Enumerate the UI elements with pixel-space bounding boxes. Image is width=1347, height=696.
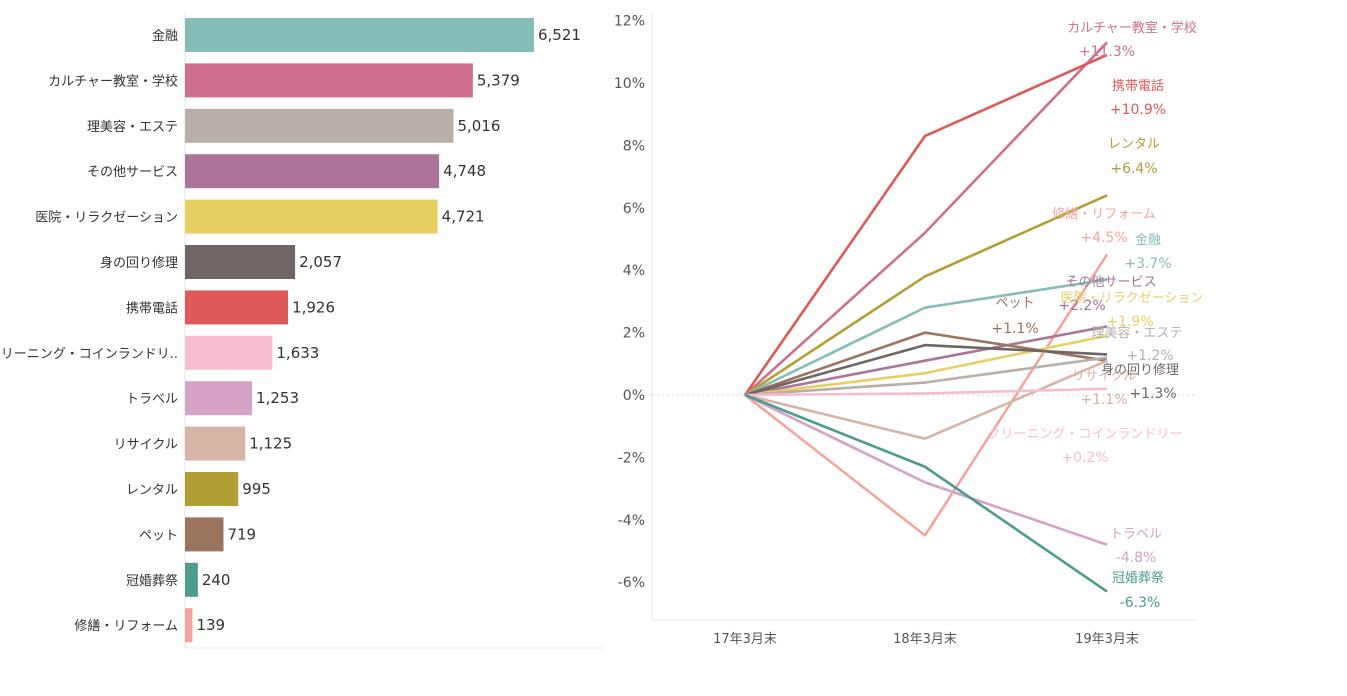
series-name-label: トラベル: [1110, 527, 1162, 542]
bar-value-label: 6,521: [538, 26, 581, 44]
y-tick-label: 6%: [623, 201, 645, 217]
y-tick-label: 2%: [623, 326, 645, 342]
bar-1: [185, 63, 473, 98]
bar-value-label: 995: [242, 480, 271, 498]
bar-8: [185, 381, 253, 416]
series-line-13: [744, 393, 1108, 593]
series-value-label: +2.2%: [1058, 298, 1105, 314]
y-tick-label: 10%: [614, 76, 645, 92]
y-tick-label: 12%: [614, 14, 645, 30]
bar-3: [185, 154, 440, 189]
y-tick-label: -4%: [618, 513, 645, 529]
bar-category-label: リサイクル: [114, 438, 178, 453]
bar-value-label: 1,926: [292, 298, 335, 316]
bar-value-label: 5,379: [477, 71, 520, 89]
bar-0: [185, 18, 534, 52]
x-tick-label: 19年3月末: [1075, 632, 1139, 647]
y-tick-label: -6%: [618, 575, 645, 591]
bar-category-label: ペット: [139, 528, 178, 543]
series-line-11: [744, 387, 1108, 397]
bar-value-label: 1,125: [249, 435, 292, 453]
series-name-label: 身の回り修理: [1101, 362, 1179, 378]
bar-7: [185, 335, 273, 370]
series-name-label: 冠婚葬祭: [1112, 571, 1164, 586]
series-line-9: [744, 343, 1108, 397]
series-line-4: [744, 278, 1108, 397]
bar-category-label: クリーニング・コインランドリ..: [0, 347, 178, 362]
bar-12: [185, 562, 198, 597]
series-name-label: カルチャー教室・学校: [1067, 20, 1197, 36]
series-value-label: +1.1%: [991, 321, 1038, 337]
bar-value-label: 4,748: [443, 162, 486, 180]
bar-category-label: 冠婚葬祭: [126, 574, 178, 589]
bar-value-label: 1,633: [276, 344, 319, 362]
bar-category-label: 身の回り修理: [100, 255, 178, 271]
bar-11: [185, 517, 224, 552]
bar-category-label: 理美容・エステ: [87, 119, 178, 135]
series-line-10: [744, 359, 1108, 440]
series-line-0: [744, 41, 1108, 396]
line-chart: -6% -4% -2% 0% 2% 4% 6% 8% 10% 12% 17年3月末 18年3月末 19年…: [614, 12, 1204, 647]
bar-5: [185, 245, 296, 279]
series-name-label: リサイクル: [1072, 369, 1136, 384]
bar-category-label: 修繕・リフォーム: [74, 618, 178, 634]
series-line-5: [744, 325, 1108, 397]
series-value-label: -4.8%: [1116, 550, 1157, 566]
y-tick-label: 0%: [623, 388, 645, 404]
bar-value-label: 1,253: [256, 389, 299, 407]
series-value-label: +1.2%: [1126, 348, 1173, 364]
series-value-label: +3.7%: [1124, 256, 1171, 272]
bar-value-label: 240: [202, 571, 231, 589]
bar-9: [185, 426, 246, 461]
bar-2: [185, 108, 454, 143]
series-value-label: +10.9%: [1110, 102, 1166, 118]
bar-value-label: 719: [227, 525, 256, 543]
bar-category-label: レンタル: [126, 483, 178, 498]
series-name-label: クリーニング・コインランドリー: [987, 427, 1182, 442]
bar-value-label: 139: [196, 616, 225, 634]
series-value-label: +1.1%: [1080, 392, 1127, 408]
series-line-12: [744, 393, 1108, 546]
bar-value-label: 5,016: [457, 117, 500, 135]
series-value-label: +1.9%: [1106, 314, 1153, 330]
bar-category-label: 医院・リラクゼーション: [35, 211, 178, 226]
bar-chart: 金融 6,521 カルチャー教室・学校 5,379 理美容・エステ 5,016 その他サービ…: [0, 12, 605, 649]
series-value-label: -6.3%: [1120, 595, 1161, 611]
series-line-2: [744, 194, 1108, 397]
series-name-label: 理美容・エステ: [1091, 325, 1182, 341]
series-name-label: その他サービス: [1065, 275, 1156, 290]
series-name-label: レンタル: [1108, 137, 1160, 152]
bar-category-label: 携帯電話: [126, 300, 178, 316]
bar-10: [185, 472, 239, 506]
bar-category-label: 金融: [152, 28, 178, 44]
y-tick-label: 8%: [623, 138, 645, 154]
y-tick-label: 4%: [623, 263, 645, 279]
bar-value-label: 2,057: [299, 253, 342, 271]
x-tick-label: 18年3月末: [893, 632, 957, 647]
series-value-label: +4.5%: [1080, 230, 1127, 246]
series-name-label: 医院・リラクゼーション: [1061, 291, 1204, 306]
y-tick-label: -2%: [618, 450, 645, 466]
series-line-1: [743, 53, 1108, 396]
series-value-label: +1.3%: [1129, 386, 1176, 402]
series-name-label: 金融: [1135, 232, 1161, 248]
series-name-label: 携帯電話: [1112, 78, 1164, 94]
bar-13: [185, 608, 193, 643]
bar-6: [185, 290, 289, 325]
bar-category-label: その他サービス: [87, 165, 178, 180]
series-name-label: ペット: [995, 296, 1034, 311]
series-value-label: +6.4%: [1110, 161, 1157, 177]
series-line-8: [744, 356, 1108, 397]
x-tick-label: 17年3月末: [713, 632, 777, 647]
series-value-label: +0.2%: [1061, 450, 1108, 466]
bar-category-label: トラベル: [126, 392, 178, 407]
series-line-6: [744, 334, 1108, 397]
bar-4: [185, 199, 438, 234]
series-name-label: 修繕・リフォーム: [1052, 206, 1156, 222]
series-value-label: +11.3%: [1079, 44, 1135, 60]
bar-category-label: カルチャー教室・学校: [48, 73, 178, 89]
bar-value-label: 4,721: [442, 208, 485, 226]
